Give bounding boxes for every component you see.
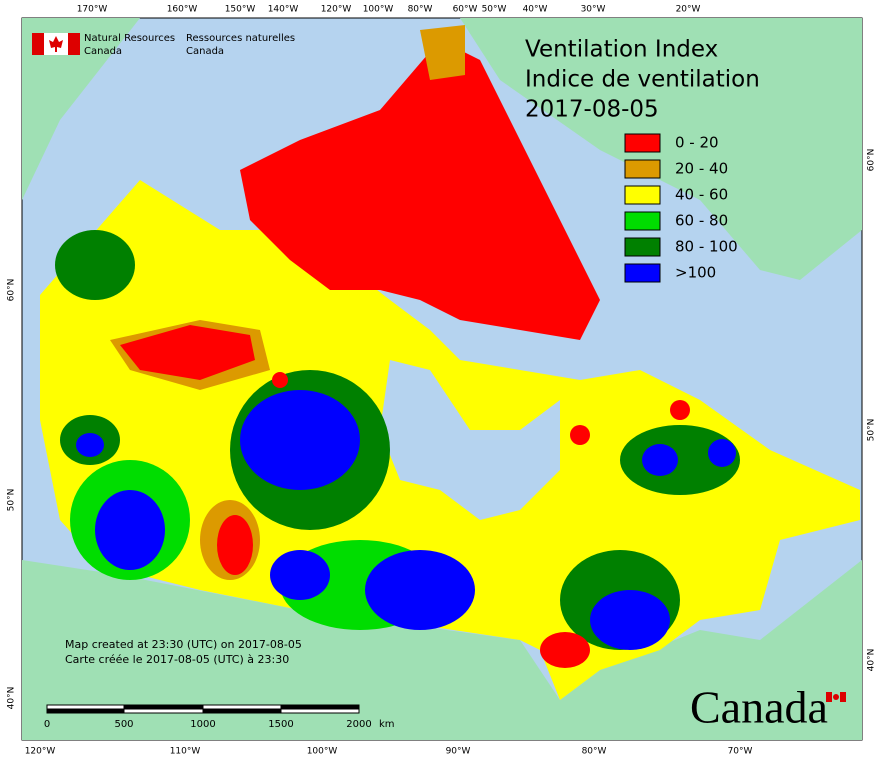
red-lab (670, 400, 690, 420)
usa (22, 560, 862, 740)
scale-unit: km (379, 719, 395, 730)
longitude-label: 170°W (77, 5, 108, 15)
longitude-label: 120°W (321, 5, 352, 15)
maple-leaf (49, 36, 63, 52)
scale-segment (123, 704, 204, 710)
blue-nwt (240, 390, 360, 490)
ellesmere-north (420, 25, 465, 80)
blue-qc (590, 590, 670, 650)
legend-label: 80 - 100 (675, 238, 738, 256)
blue-lab-1 (642, 444, 678, 476)
org-name-fr: Canada (186, 46, 224, 57)
longitude-label: 100°W (363, 5, 394, 15)
legend-label: 60 - 80 (675, 212, 728, 230)
blue-sk (270, 550, 330, 600)
longitude-label: 140°W (268, 5, 299, 15)
blue-lab-2 (708, 439, 736, 467)
blue-mb (365, 550, 475, 630)
longitude-label: 70°W (728, 747, 753, 757)
latitude-label: 50°N (867, 419, 877, 442)
map-title: 2017-08-05 (525, 97, 659, 123)
scale-label: 1000 (190, 719, 215, 730)
red-on (540, 632, 590, 668)
longitude-label: 110°W (170, 747, 201, 757)
wordmark-leaf (833, 694, 839, 700)
scale-segment (46, 704, 125, 710)
red-ab (217, 515, 253, 575)
latitude-label: 40°N (7, 687, 17, 710)
latitude-label: 50°N (7, 489, 17, 512)
latitude-label: 60°N (7, 279, 17, 302)
map-note: Map created at 23:30 (UTC) on 2017-08-05 (65, 638, 302, 651)
hudson-bay (380, 360, 560, 520)
latitude-label: 60°N (867, 149, 877, 172)
map-note: Carte créée le 2017-08-05 (UTC) à 23:30 (65, 653, 289, 666)
longitude-label: 50°W (482, 5, 507, 15)
legend-swatch (624, 185, 661, 205)
scale-segment (280, 708, 360, 714)
greenland (460, 18, 862, 280)
scale-segment (280, 704, 360, 710)
scale-segment (202, 704, 282, 710)
scale-segment (123, 708, 204, 714)
scale-segment (46, 708, 125, 714)
scale-segment (202, 708, 282, 714)
longitude-label: 160°W (167, 5, 198, 15)
legend-swatch (624, 211, 661, 231)
red-yukon (120, 325, 255, 380)
legend-swatch (624, 237, 661, 257)
legend-swatch (624, 133, 661, 153)
longitude-label: 30°W (581, 5, 606, 15)
longitude-label: 20°W (676, 5, 701, 15)
blue-bc (95, 490, 165, 570)
longitude-label: 150°W (225, 5, 256, 15)
wordmark-flag (826, 692, 846, 702)
blue-coast (76, 433, 104, 457)
longitude-label: 90°W (446, 747, 471, 757)
legend-label: 20 - 40 (675, 160, 728, 178)
org-name-en: Canada (84, 46, 122, 57)
longitude-label: 60°W (453, 5, 478, 15)
scale-bar: 0 500 1000 1500 2000 km (44, 704, 395, 730)
russia (22, 18, 140, 200)
scale-label: 500 (114, 719, 133, 730)
latitude-label: 40°N (867, 649, 877, 672)
nrcan-logo (32, 33, 80, 55)
longitude-label: 40°W (523, 5, 548, 15)
map-title: Ventilation Index (525, 37, 718, 63)
green-lab (620, 425, 740, 495)
canada-wordmark: Canada (690, 682, 828, 733)
org-name-fr: Ressources naturelles (186, 33, 295, 44)
map-area (21, 17, 863, 741)
legend-label: 0 - 20 (675, 134, 719, 152)
longitude-label: 100°W (307, 747, 338, 757)
scale-label: 1500 (268, 719, 293, 730)
green-alaska (55, 230, 135, 300)
org-name-en: Natural Resources (84, 33, 175, 44)
red-spot-2 (570, 425, 590, 445)
legend-label: >100 (675, 264, 716, 282)
flag-right (68, 33, 80, 55)
scale-label: 0 (44, 719, 50, 730)
flag-left (32, 33, 44, 55)
longitude-label: 80°W (582, 747, 607, 757)
red-spot (272, 372, 288, 388)
map-title: Indice de ventilation (525, 67, 760, 93)
longitude-label: 120°W (25, 747, 56, 757)
arctic-islands (240, 40, 600, 340)
legend-swatch (624, 159, 661, 179)
scale-label: 2000 (346, 719, 371, 730)
legend-swatch (624, 263, 661, 283)
legend-label: 40 - 60 (675, 186, 728, 204)
longitude-label: 80°W (408, 5, 433, 15)
